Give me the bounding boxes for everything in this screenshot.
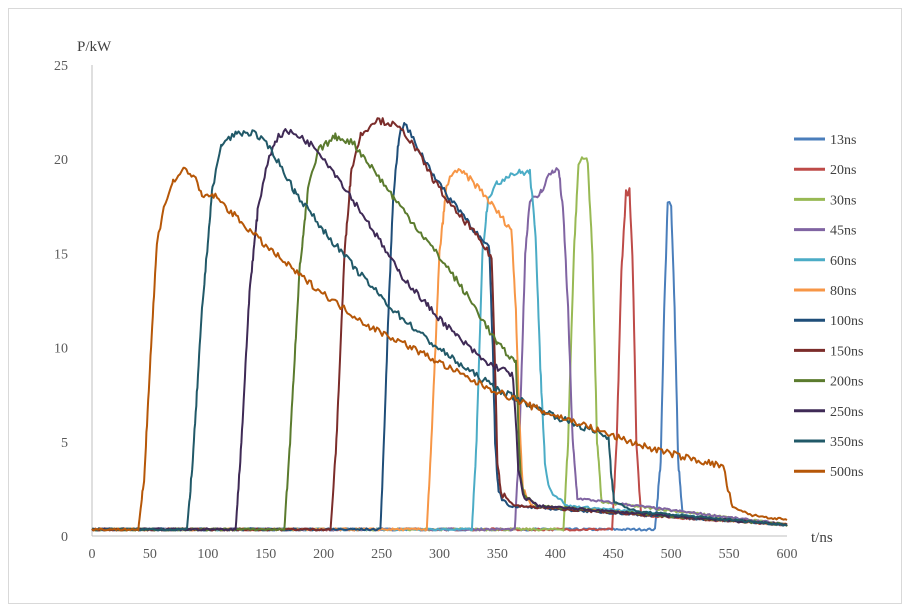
series-line-100ns bbox=[91, 122, 788, 532]
series-line-60ns bbox=[91, 168, 788, 532]
legend-label-250ns: 250ns bbox=[830, 405, 863, 420]
x-tick-label: 0 bbox=[89, 547, 96, 562]
legend-label-20ns: 20ns bbox=[830, 163, 856, 178]
y-tick-label: 25 bbox=[54, 59, 68, 74]
legend-label-500ns: 500ns bbox=[830, 465, 863, 480]
x-tick-label: 50 bbox=[143, 547, 157, 562]
x-tick-label: 400 bbox=[545, 547, 566, 562]
x-tick-label: 250 bbox=[371, 547, 392, 562]
axes: 0 50 100 150 200 250 300 350 400 450 500 550 600 0 5 10… bbox=[54, 59, 798, 562]
x-tick-label: 200 bbox=[313, 547, 334, 562]
x-tick-label: 150 bbox=[255, 547, 276, 562]
legend-label-80ns: 80ns bbox=[830, 284, 856, 299]
series-line-250ns bbox=[91, 128, 788, 532]
legend: 13ns 20ns 30ns 45ns 60ns 80ns 100ns 150ns 200ns 2… bbox=[794, 133, 863, 480]
series-line-20ns bbox=[91, 187, 788, 532]
y-tick-label: 0 bbox=[61, 530, 68, 545]
y-tick-label: 10 bbox=[54, 342, 68, 357]
x-tick-label: 100 bbox=[197, 547, 218, 562]
chart-plot: 0 50 100 150 200 250 300 350 400 450 500 550 600 0 5 10… bbox=[54, 39, 863, 562]
x-axis-title: t/ns bbox=[811, 530, 833, 546]
y-tick-label: 15 bbox=[54, 247, 68, 262]
series-line-350ns bbox=[91, 129, 788, 532]
legend-label-60ns: 60ns bbox=[830, 254, 856, 269]
x-tick-label: 300 bbox=[429, 547, 450, 562]
x-tick-label: 600 bbox=[777, 547, 798, 562]
y-tick-label: 20 bbox=[54, 153, 68, 168]
legend-label-45ns: 45ns bbox=[830, 224, 856, 239]
y-tick-label: 5 bbox=[61, 436, 68, 451]
series-line-200ns bbox=[91, 132, 788, 532]
series-lines bbox=[91, 117, 788, 532]
legend-label-13ns: 13ns bbox=[830, 133, 856, 148]
legend-label-100ns: 100ns bbox=[830, 314, 863, 329]
x-tick-label: 500 bbox=[661, 547, 682, 562]
legend-label-30ns: 30ns bbox=[830, 193, 856, 208]
x-tick-label: 350 bbox=[487, 547, 508, 562]
legend-label-350ns: 350ns bbox=[830, 435, 863, 450]
x-tick-label: 550 bbox=[719, 547, 740, 562]
series-line-500ns bbox=[91, 166, 788, 532]
legend-label-150ns: 150ns bbox=[830, 344, 863, 359]
chart-frame: 0 50 100 150 200 250 300 350 400 450 500 550 600 0 5 10… bbox=[8, 8, 902, 604]
legend-label-200ns: 200ns bbox=[830, 375, 863, 390]
y-axis-title: P/kW bbox=[77, 39, 112, 55]
x-tick-label: 450 bbox=[603, 547, 624, 562]
series-line-30ns bbox=[91, 156, 788, 532]
